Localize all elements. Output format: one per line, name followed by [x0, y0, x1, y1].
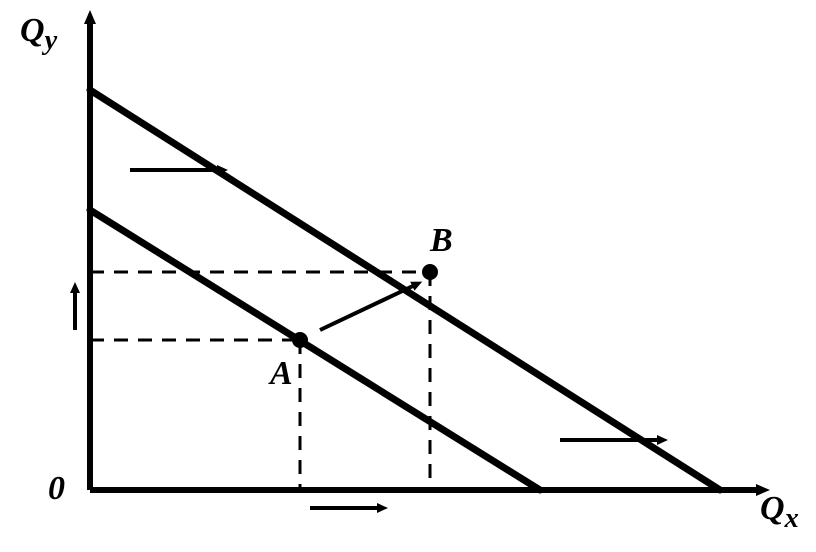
y-axis-label-main: Q — [20, 12, 45, 49]
figure-container: Qy Qx 0 A B — [0, 0, 816, 552]
x-axis-label: Qx — [760, 490, 799, 535]
point-b-label: B — [430, 222, 453, 260]
y-axis-label-sub: y — [45, 25, 58, 56]
shift-arrow — [320, 285, 415, 330]
x-axis-label-sub: x — [785, 503, 799, 534]
point-a — [292, 332, 308, 348]
point-b — [422, 264, 438, 280]
point-a-label: A — [270, 355, 293, 393]
budget-line-diagram — [0, 0, 816, 552]
plot-layer — [75, 20, 760, 508]
budget-line-inner — [90, 210, 540, 490]
y-axis-label: Qy — [20, 12, 57, 57]
origin-label: 0 — [48, 470, 65, 508]
x-axis-label-main: Q — [760, 490, 785, 527]
